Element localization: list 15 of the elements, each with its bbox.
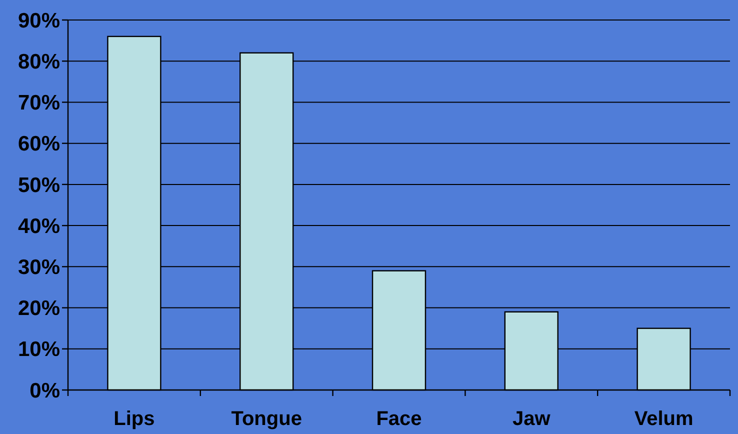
- y-tick-label: 50%: [18, 174, 60, 197]
- x-tick-label: Lips: [114, 408, 155, 430]
- x-tick-label: Jaw: [512, 408, 551, 430]
- y-tick-label: 90%: [18, 9, 60, 32]
- y-tick-label: 20%: [18, 297, 60, 320]
- y-tick-label: 0%: [30, 379, 60, 402]
- x-tick-label: Tongue: [231, 408, 302, 430]
- y-tick-label: 80%: [18, 50, 60, 74]
- y-tick-label: 60%: [18, 132, 60, 156]
- y-tick-label: 70%: [18, 92, 60, 115]
- y-tick-label: 30%: [18, 256, 60, 280]
- y-tick-label: 40%: [18, 214, 60, 238]
- x-tick-label: Velum: [634, 408, 694, 430]
- x-tick-label: Face: [376, 408, 422, 430]
- y-tick-label: 10%: [18, 338, 60, 362]
